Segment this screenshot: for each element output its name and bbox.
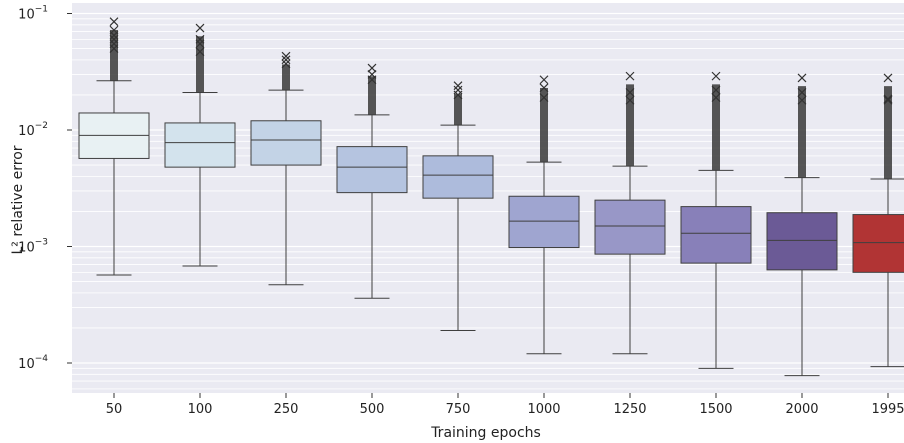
outlier-band — [110, 29, 118, 81]
outlier-band — [196, 36, 204, 93]
x-tick-label: 750 — [446, 402, 471, 417]
outlier-marker — [195, 39, 205, 49]
outlier-marker — [625, 88, 635, 97]
box-750 — [422, 81, 494, 332]
outlier-band — [626, 84, 634, 167]
outlier-marker — [539, 83, 549, 93]
box-100 — [164, 23, 236, 267]
outlier-marker — [539, 93, 549, 102]
x-tick-label: 500 — [360, 402, 385, 417]
outlier-band — [712, 84, 720, 171]
outlier-marker — [195, 23, 205, 33]
y-tick-label: 10−2 — [18, 121, 48, 139]
outlier-marker — [883, 94, 893, 104]
outlier-marker — [281, 51, 291, 61]
outlier-marker — [109, 17, 119, 27]
outlier-band — [282, 64, 290, 91]
y-axis-title: L² relative error — [10, 145, 26, 254]
y-tick-label: 10−4 — [18, 354, 48, 372]
x-tick-label: 1995 — [871, 402, 904, 417]
outlier-marker — [453, 90, 463, 100]
iqr-box — [594, 199, 666, 255]
iqr-box — [508, 195, 580, 249]
x-axis-title: Training epochs — [430, 425, 541, 441]
x-tick-label: 1250 — [613, 402, 646, 417]
outlier-marker — [109, 34, 119, 44]
outlier-marker — [281, 59, 291, 69]
outlier-band — [368, 76, 376, 115]
outlier-marker — [539, 75, 549, 85]
outlier-marker — [367, 63, 377, 73]
outlier-band — [454, 93, 462, 126]
iqr-box — [680, 206, 752, 264]
x-tick-label: 1000 — [527, 402, 560, 417]
y-tick-exponent: −4 — [35, 354, 49, 364]
outlier-marker — [195, 34, 205, 44]
box-series — [78, 17, 904, 377]
iqr-box — [422, 155, 494, 199]
outlier-marker — [797, 73, 807, 83]
x-tick-label: 1500 — [699, 402, 732, 417]
outlier-marker — [711, 85, 721, 95]
outlier-marker — [625, 71, 635, 81]
outlier-marker — [109, 30, 119, 40]
y-tick-exponent: −1 — [35, 5, 48, 15]
box-1250 — [594, 71, 666, 355]
y-tick-label: 10−1 — [18, 5, 48, 23]
outlier-marker — [711, 71, 721, 81]
x-tick-label: 50 — [106, 402, 123, 417]
outlier-marker — [883, 73, 893, 83]
y-tick-exponent: −3 — [35, 238, 48, 248]
y-tick-exponent: −2 — [35, 121, 48, 131]
iqr-box — [852, 214, 904, 273]
x-tick-label: 250 — [274, 402, 299, 417]
outlier-marker — [625, 95, 635, 105]
box-1995 — [852, 73, 904, 368]
iqr-box — [164, 122, 236, 168]
box-2000 — [766, 73, 838, 377]
outlier-band — [884, 86, 892, 179]
box-50 — [78, 17, 150, 276]
outlier-marker — [797, 88, 807, 97]
box-1000 — [508, 75, 580, 355]
x-tick-label: 2000 — [785, 402, 818, 417]
box-250 — [250, 51, 322, 286]
iqr-box — [336, 146, 408, 194]
outlier-marker — [711, 93, 721, 102]
box-1500 — [680, 71, 752, 369]
outlier-marker — [109, 44, 119, 53]
y-axis-ticks: 10−110−210−310−4 — [18, 5, 72, 372]
box-500 — [336, 63, 408, 299]
grid-lines — [72, 12, 904, 390]
x-axis-ticks: 50 100 250 500 750 1000 1250 1500 2000 1995 — [106, 393, 904, 417]
outlier-band — [798, 86, 806, 178]
outlier-marker — [367, 75, 377, 85]
outlier-marker — [797, 95, 807, 105]
outlier-marker — [281, 55, 291, 65]
outlier-marker — [453, 81, 463, 91]
iqr-box — [250, 120, 322, 166]
outlier-marker — [883, 95, 893, 105]
outlier-band — [540, 87, 548, 163]
iqr-box — [766, 212, 838, 271]
x-tick-label: 100 — [188, 402, 213, 417]
outlier-marker — [195, 47, 205, 57]
